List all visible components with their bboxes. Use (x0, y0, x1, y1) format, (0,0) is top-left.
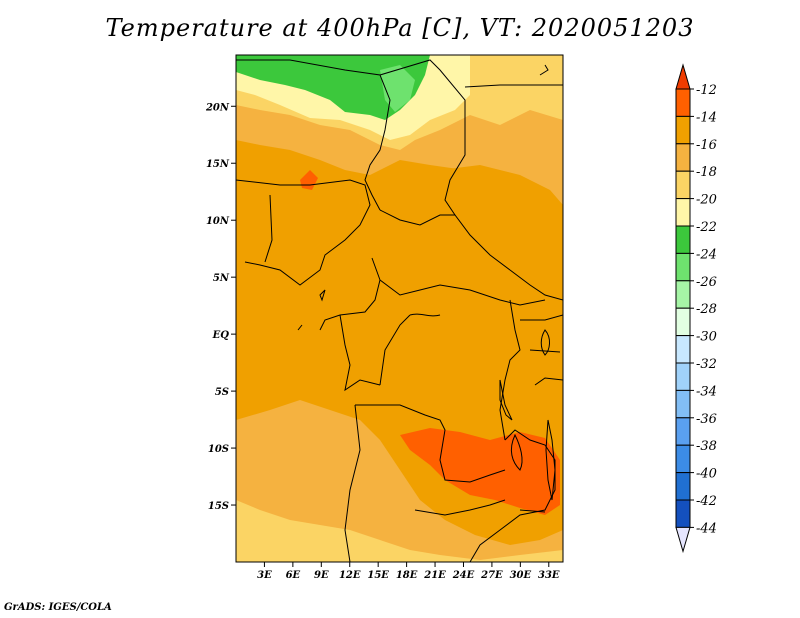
temperature-field (236, 55, 563, 562)
y-tick-label: 5S (215, 387, 229, 398)
colorbar-label: -18 (696, 165, 717, 180)
x-tick-label: 18E (396, 570, 418, 581)
y-tick-label: 5N (213, 273, 230, 284)
colorbar-label: -36 (696, 412, 717, 427)
colorbar-box (675, 307, 691, 337)
colorbar-box (675, 88, 691, 117)
colorbar-top-arrow (675, 63, 691, 90)
colorbar: -12 -14 -16 -18 -20 -22 -24 -26 -28 -30 -32 -34 -36 -… (675, 63, 717, 554)
colorbar-label: -12 (696, 83, 717, 98)
colorbar-label: -32 (696, 357, 717, 372)
colorbar-label: -34 (696, 384, 717, 399)
colorbar-box (675, 472, 691, 501)
colorbar-label: -16 (696, 138, 717, 153)
colorbar-label: -42 (696, 494, 717, 509)
x-axis: 3E 6E 9E 12E 15E 18E 21E 24E 27E 30E 33E (257, 562, 560, 581)
colorbar-box (675, 280, 691, 309)
x-tick-label: 6E (286, 570, 301, 581)
colorbar-box (675, 335, 691, 364)
colorbar-bottom-arrow (675, 526, 691, 554)
map-title: Temperature at 400hPa [C], VT: 202005120… (105, 14, 695, 42)
x-tick-label: 12E (339, 570, 361, 581)
colorbar-box (675, 417, 691, 446)
region-minus14-east (440, 165, 563, 300)
x-tick-label: 9E (314, 570, 329, 581)
x-tick-label: 21E (423, 570, 446, 581)
x-tick-label: 33E (538, 570, 560, 581)
y-tick-label: 10S (208, 444, 229, 455)
colorbar-box (675, 499, 691, 528)
y-tick-label: EQ (212, 330, 230, 341)
colorbar-label: -44 (696, 521, 717, 536)
colorbar-label: -40 (696, 467, 717, 482)
y-axis: 20N 15N 10N 5N EQ 5S 10S 15S (205, 102, 236, 512)
colorbar-label: -38 (696, 439, 717, 454)
y-tick-label: 15S (208, 501, 229, 512)
colorbar-label: -28 (696, 302, 717, 317)
colorbar-label: -24 (696, 247, 717, 262)
colorbar-box (675, 170, 691, 200)
region-south-minus18 (236, 400, 563, 562)
colorbar-box (675, 225, 691, 254)
x-tick-label: 27E (480, 570, 503, 581)
colorbar-box (675, 444, 691, 474)
region-minus26 (380, 65, 415, 112)
colorbar-label: -20 (696, 193, 717, 208)
x-tick-label: 30E (510, 570, 532, 581)
colorbar-box (675, 198, 691, 227)
colorbar-box (675, 115, 691, 145)
x-tick-label: 15E (367, 570, 389, 581)
x-tick-label: 24E (452, 570, 475, 581)
colorbar-box (675, 143, 691, 172)
credit-footer: GrADS: IGES/COLA (4, 602, 112, 613)
region-south-minus20 (236, 500, 563, 562)
colorbar-box (675, 252, 691, 282)
colorbar-label: -26 (696, 275, 717, 290)
y-tick-label: 15N (206, 159, 230, 170)
colorbar-box (675, 389, 691, 419)
colorbar-label: -30 (696, 330, 717, 345)
map-frame (235, 54, 564, 563)
y-tick-label: 20N (205, 102, 230, 113)
colorbar-label: -14 (696, 110, 717, 125)
colorbar-label: -22 (696, 220, 717, 235)
region-minus12-south (400, 428, 560, 515)
borders (236, 59, 563, 562)
colorbar-box (675, 362, 691, 391)
x-tick-label: 3E (257, 570, 272, 581)
y-tick-label: 10N (206, 216, 230, 227)
